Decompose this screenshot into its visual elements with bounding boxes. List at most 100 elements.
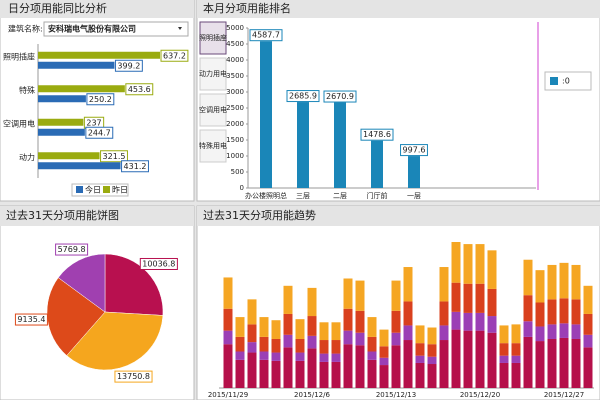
dropdown-arrow (178, 27, 182, 30)
y-tick-label: 4000 (226, 56, 244, 64)
label-box (160, 49, 189, 62)
bar-segment (415, 325, 425, 344)
value-label: 237 (86, 118, 101, 127)
bar-segment (355, 332, 365, 346)
bar-segment (307, 287, 317, 317)
bar-segment (223, 344, 233, 388)
y-tick-label: 2500 (226, 104, 244, 112)
bar-segment (295, 352, 305, 361)
bar-segment (559, 337, 569, 388)
bar (38, 162, 121, 170)
value-label: 4587.7 (252, 31, 280, 40)
category-label: 动力 (19, 152, 35, 162)
bar-segment (391, 345, 401, 388)
bar-segment (463, 312, 473, 331)
pie-slice (66, 311, 164, 371)
bar-segment (439, 301, 449, 326)
value-label: 431.2 (124, 162, 147, 171)
y-tick-label: 3000 (226, 88, 244, 96)
value-label: 2685.9 (289, 92, 317, 101)
bar (38, 128, 85, 136)
bar-segment (463, 283, 473, 313)
bar-segment (235, 351, 245, 360)
tab-label: 特殊用电 (199, 141, 227, 150)
bar-segment (271, 360, 281, 388)
pie-slice (104, 253, 164, 316)
label-box (249, 29, 283, 42)
label-box (85, 126, 114, 139)
bar-segment (295, 338, 305, 353)
bar-segment (283, 334, 293, 348)
bar-segment (283, 285, 293, 314)
building-name: 安科瑞电气股份有限公司 (48, 24, 136, 34)
bar-segment (583, 334, 593, 348)
label-box (114, 59, 143, 72)
legend (71, 183, 129, 197)
label-box (114, 370, 153, 383)
label-box (125, 83, 154, 96)
bar-segment (535, 341, 545, 388)
bar-segment (571, 264, 581, 300)
y-tick-label: 2000 (226, 120, 244, 128)
y-tick-label: 0 (240, 184, 244, 192)
tab[interactable] (199, 93, 227, 127)
bar-segment (403, 301, 413, 326)
building-select[interactable] (43, 21, 189, 37)
bar-segment (451, 329, 461, 388)
bar-segment (319, 340, 329, 354)
bar-segment (559, 262, 569, 299)
x-tick-label: 2015/12/20 (460, 391, 500, 399)
label-box (323, 90, 357, 103)
tab-label: 空调用电 (199, 105, 227, 114)
legend-swatch (550, 77, 558, 85)
tab[interactable] (199, 21, 227, 55)
bar-segment (547, 299, 557, 325)
bar-segment (535, 326, 545, 342)
bar (38, 61, 115, 69)
legend (544, 71, 592, 91)
y-tick-label: 3500 (226, 72, 244, 80)
bar-segment (247, 324, 257, 343)
bar-segment (523, 295, 533, 322)
bar-segment (343, 330, 353, 345)
value-label: 997.6 (403, 146, 426, 155)
bar-segment (319, 361, 329, 388)
label-box (100, 150, 128, 163)
bar-segment (535, 302, 545, 327)
bar-segment (523, 336, 533, 388)
bar-segment (343, 308, 353, 331)
bar-segment (379, 329, 389, 347)
bar-segment (403, 340, 413, 388)
bar (38, 152, 100, 160)
tab[interactable] (199, 57, 227, 91)
value-label: 13750.8 (117, 372, 150, 381)
bar-segment (235, 336, 245, 352)
bar-segment (451, 242, 461, 283)
bar-segment (367, 336, 377, 352)
tab[interactable] (199, 129, 227, 163)
bar-segment (259, 359, 269, 388)
value-label: 10036.8 (142, 259, 175, 268)
bar-segment (511, 324, 521, 344)
bar-segment (319, 322, 329, 341)
bar-segment (427, 327, 437, 345)
bar (297, 102, 309, 188)
legend-swatch (76, 186, 83, 193)
bar-segment (571, 324, 581, 339)
building-label: 建筑名称: (8, 24, 43, 34)
x-tick-label: 2015/11/29 (208, 391, 248, 399)
y-tick-label: 1000 (226, 152, 244, 160)
bar (38, 85, 125, 93)
bar-segment (307, 316, 317, 336)
x-tick-label: 办公楼照明总 (245, 191, 287, 200)
bar-segment (379, 357, 389, 366)
bar-segment (571, 299, 581, 325)
bar-segment (415, 355, 425, 363)
value-label: 321.5 (103, 152, 126, 161)
bar-segment (583, 285, 593, 314)
x-tick-label: 2015/12/6 (294, 391, 330, 399)
label-box (360, 128, 394, 141)
x-tick-label: 二层 (333, 192, 347, 200)
label-box (286, 90, 320, 103)
value-label: 2670.9 (326, 92, 354, 101)
